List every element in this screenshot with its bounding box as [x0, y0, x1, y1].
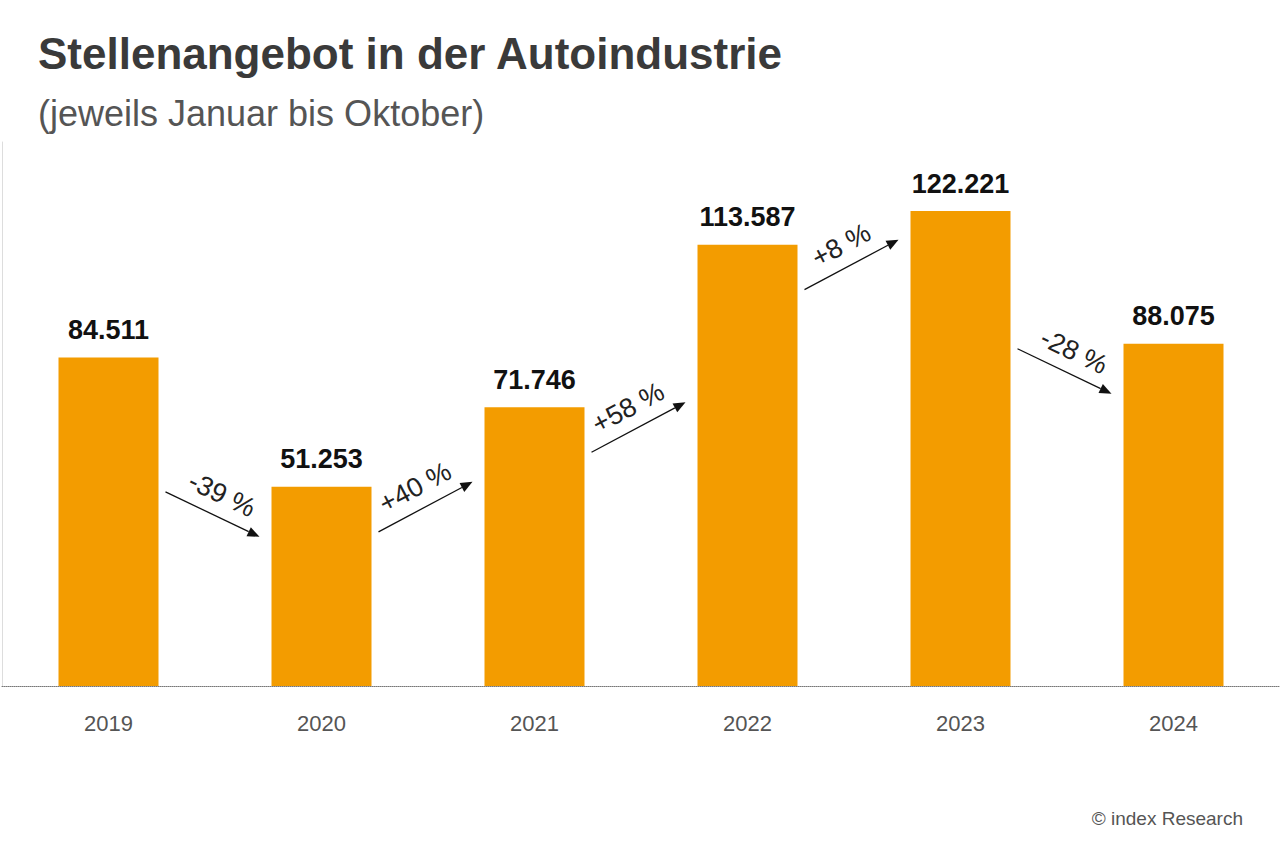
svg-text:2024: 2024 [1149, 711, 1198, 736]
svg-text:122.221: 122.221 [912, 169, 1010, 199]
svg-text:+58 %: +58 % [587, 376, 669, 439]
svg-text:84.511: 84.511 [68, 315, 149, 345]
svg-text:-39 %: -39 % [184, 466, 261, 524]
svg-text:113.587: 113.587 [699, 202, 795, 232]
svg-text:2022: 2022 [723, 711, 772, 736]
svg-text:2023: 2023 [936, 711, 985, 736]
svg-text:© index Research: © index Research [1092, 808, 1243, 829]
svg-text:Stellenangebot in der Autoindu: Stellenangebot in der Autoindustrie [38, 29, 782, 78]
svg-text:51.253: 51.253 [280, 444, 363, 474]
svg-text:2021: 2021 [510, 711, 559, 736]
svg-text:2019: 2019 [84, 711, 133, 736]
svg-text:-28 %: -28 % [1036, 323, 1113, 381]
svg-text:71.746: 71.746 [493, 365, 576, 395]
svg-text:+8 %: +8 % [807, 217, 876, 273]
svg-text:2020: 2020 [297, 711, 346, 736]
svg-text:(jeweils Januar bis Oktober): (jeweils Januar bis Oktober) [38, 93, 484, 134]
svg-text:+40 %: +40 % [374, 456, 456, 519]
svg-text:88.075: 88.075 [1132, 301, 1215, 331]
